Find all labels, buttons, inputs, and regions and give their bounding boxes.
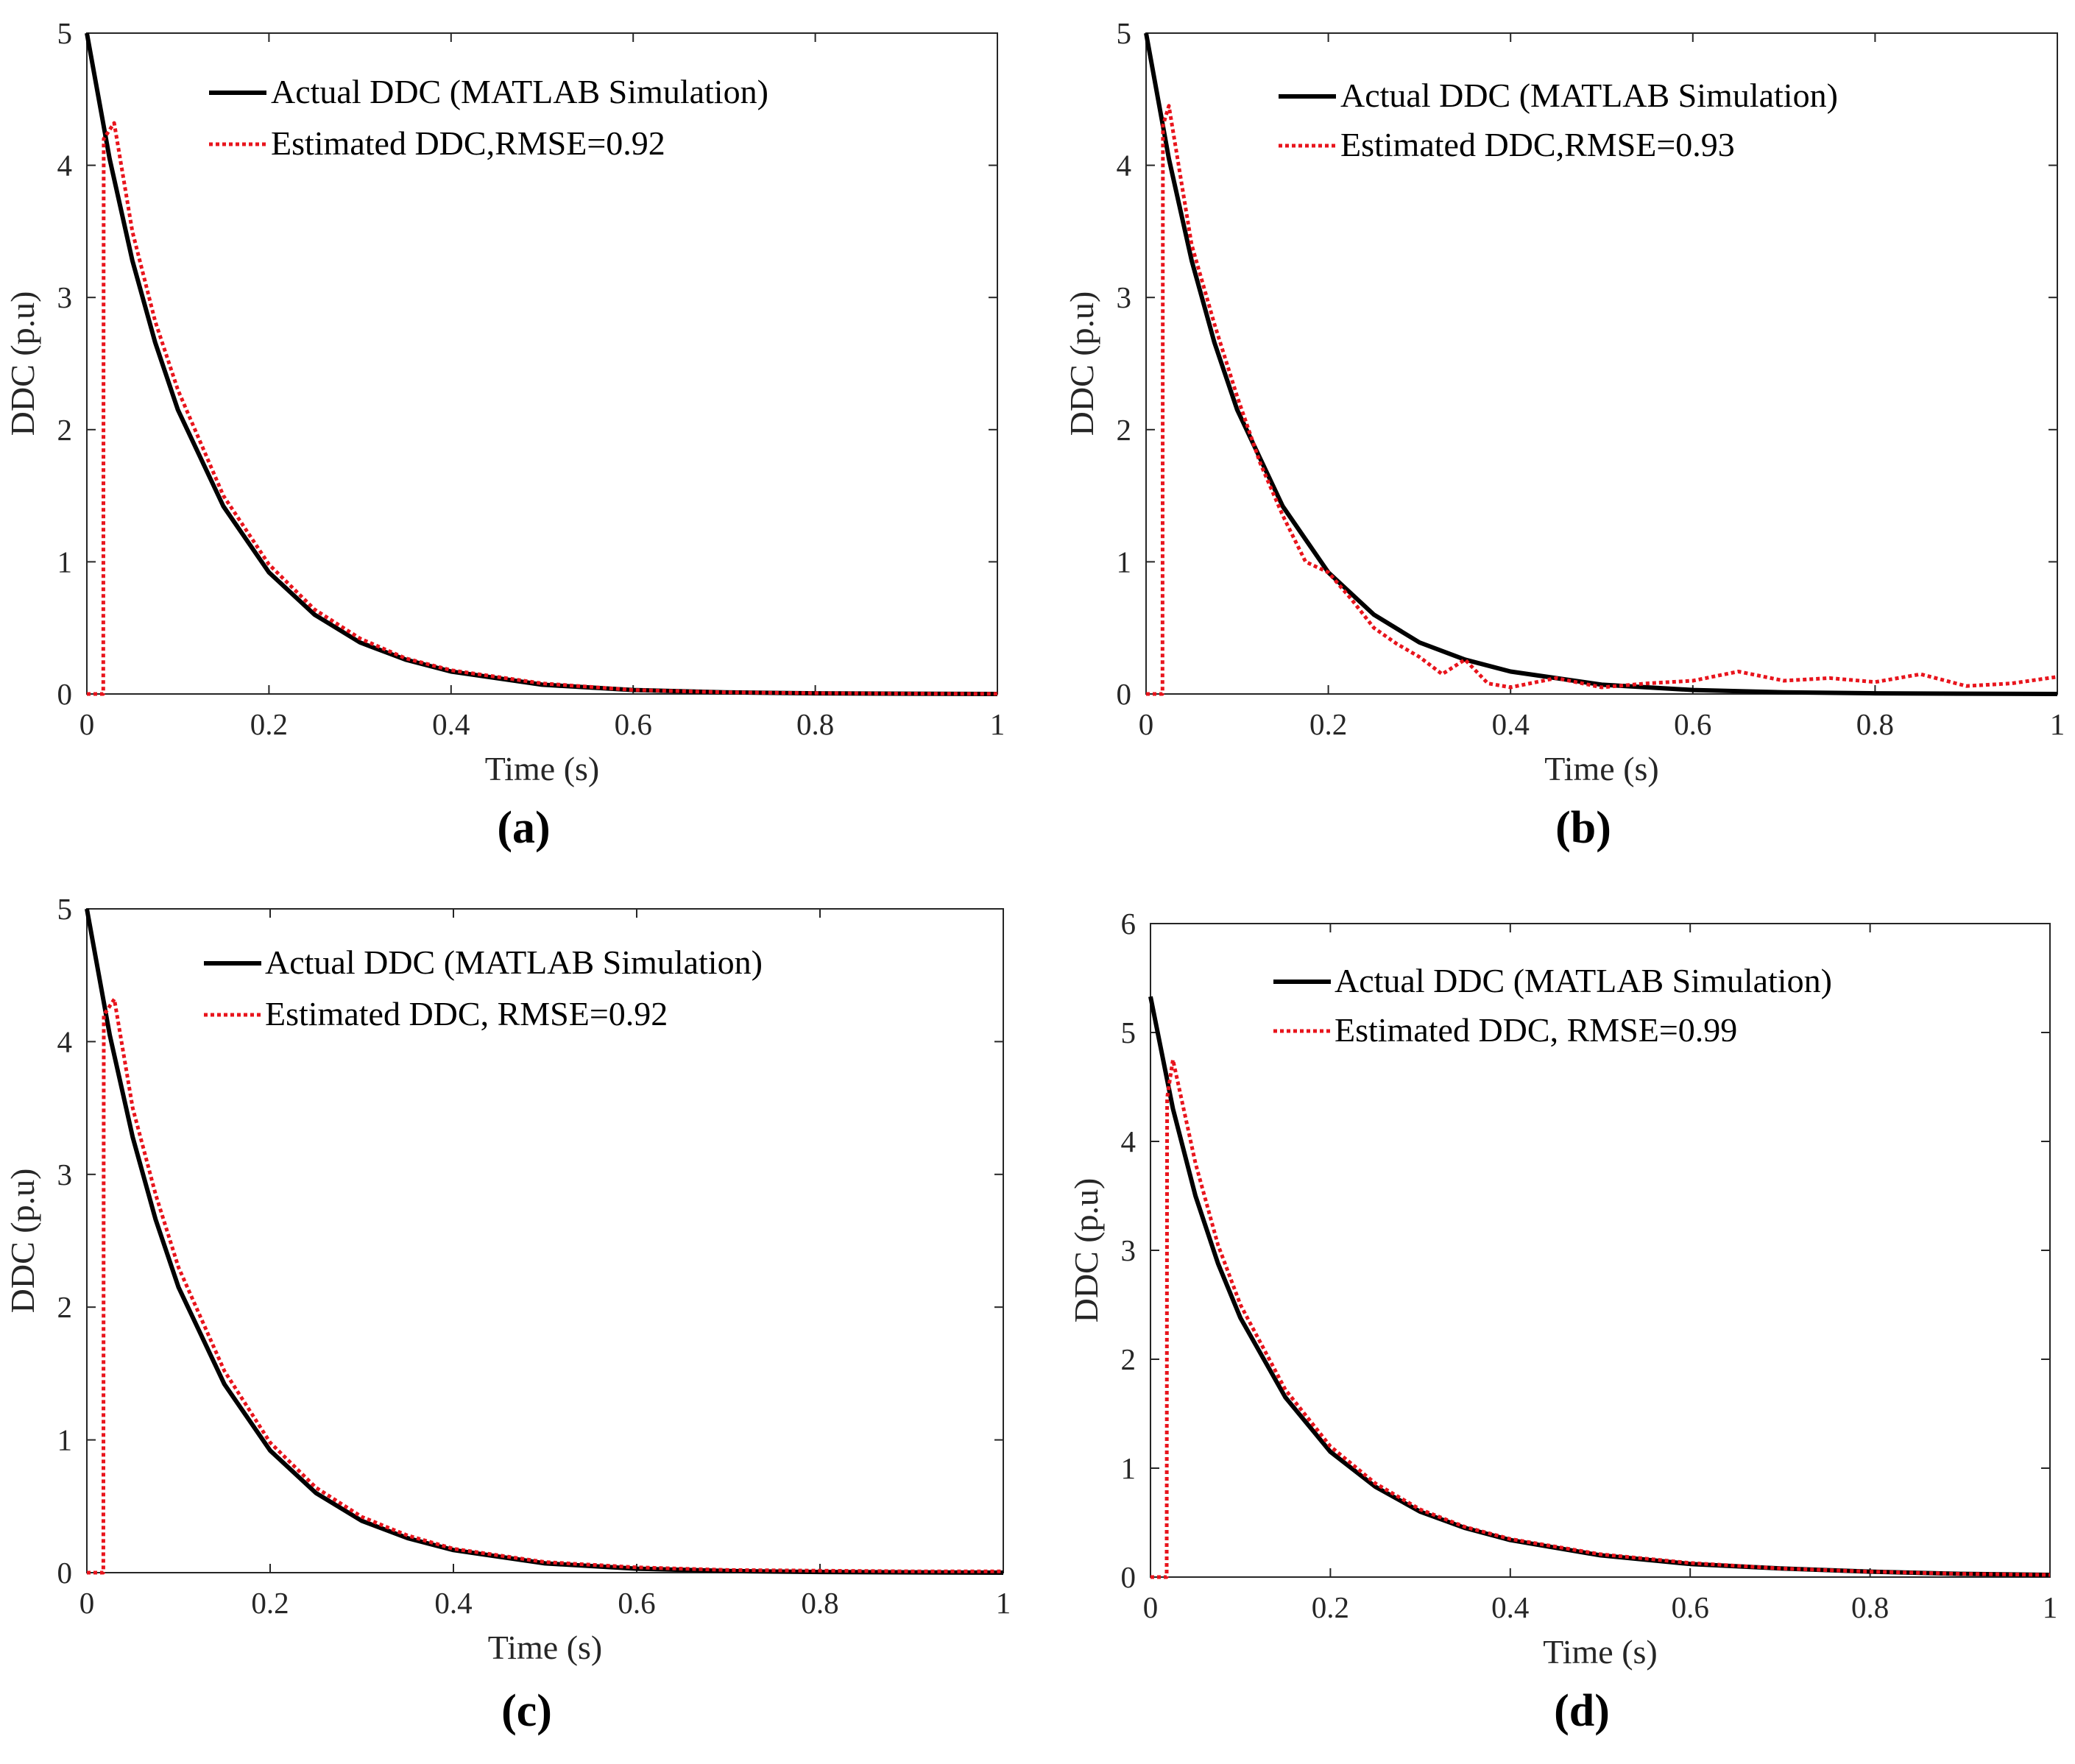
x-tick-label: 0.4 (1491, 1590, 1529, 1624)
legend-entry-estimated: Estimated DDC,RMSE=0.92 (271, 124, 665, 162)
y-tick-label: 3 (1121, 1233, 1137, 1267)
chart-panel-d: 0 0.2 0.4 0.6 0.8 1 0 1 2 3 4 5 6 Time (s) DDC (p.u) Ac… (1067, 907, 2057, 1736)
y-tick-label: 2 (1117, 413, 1132, 447)
x-tick-label: 0.8 (796, 707, 834, 741)
x-tick-label: 0.4 (432, 707, 470, 741)
legend-entry-actual: Actual DDC (MATLAB Simulation) (1335, 962, 1832, 999)
x-tick-label: 0.6 (618, 1586, 655, 1620)
y-tick-label: 1 (57, 1423, 73, 1457)
plot-area-frame (1145, 32, 2058, 695)
y-tick-label: 5 (57, 16, 73, 50)
x-tick-label: 0.2 (251, 1586, 289, 1620)
actual-ddc-line (1144, 32, 2058, 696)
x-tick-label: 0 (79, 707, 95, 741)
panel-caption: (c) (501, 1686, 552, 1736)
x-tick-label: 0.6 (1672, 1590, 1709, 1624)
x-axis-label: Time (s) (1543, 1633, 1658, 1671)
x-tick-label: 1 (2043, 1590, 2058, 1624)
chart-panel-b: 0 0.2 0.4 0.6 0.8 1 0 1 2 3 4 5 Time (s) DDC (p.u) Act… (1063, 16, 2065, 853)
estimated-ddc-line (1146, 104, 2058, 696)
y-tick-label: 1 (1121, 1451, 1137, 1485)
y-tick-label: 4 (57, 149, 73, 183)
actual-ddc-line (1148, 996, 2051, 1577)
x-tick-label: 0.2 (250, 707, 288, 741)
y-tick-label: 1 (1117, 545, 1132, 578)
y-tick-label: 4 (57, 1024, 73, 1058)
y-tick-label: 4 (1121, 1124, 1137, 1158)
legend-entry-estimated: Estimated DDC, RMSE=0.92 (265, 995, 668, 1032)
plot-area-frame (86, 32, 998, 695)
y-tick-label: 3 (57, 280, 73, 314)
y-axis-label: DDC (p.u) (1067, 1178, 1105, 1323)
legend-entry-estimated: Estimated DDC, RMSE=0.99 (1335, 1011, 1737, 1049)
x-tick-label: 0.4 (1492, 707, 1530, 741)
x-tick-label: 0.2 (1309, 707, 1347, 741)
y-tick-label: 0 (57, 677, 73, 711)
y-tick-label: 5 (57, 892, 73, 926)
y-tick-label: 4 (1117, 149, 1132, 183)
y-tick-label: 0 (1117, 677, 1132, 711)
legend-entry-estimated: Estimated DDC,RMSE=0.93 (1340, 126, 1735, 163)
x-tick-label: 0.4 (434, 1586, 472, 1620)
estimated-ddc-line (1150, 1058, 2051, 1579)
x-tick-label: 1 (990, 707, 1005, 741)
y-tick-label: 1 (57, 545, 73, 578)
panel-caption: (a) (497, 803, 550, 853)
estimated-ddc-line (87, 997, 1003, 1575)
x-tick-label: 0 (1139, 707, 1154, 741)
x-tick-label: 1 (2050, 707, 2065, 741)
legend-entry-actual: Actual DDC (MATLAB Simulation) (1340, 77, 1838, 114)
y-axis-label: DDC (p.u) (4, 291, 41, 436)
x-tick-label: 0.6 (1674, 707, 1711, 741)
x-tick-label: 0.2 (1312, 1590, 1349, 1624)
actual-ddc-line (85, 32, 998, 696)
plot-area-frame (86, 908, 1004, 1573)
y-axis-label: DDC (p.u) (1063, 291, 1100, 436)
chart-panel-c: 0 0.2 0.4 0.6 0.8 1 0 1 2 3 4 5 Time (s) DDC (p.u) Act… (4, 892, 1011, 1736)
x-axis-label: Time (s) (485, 750, 600, 787)
x-tick-label: 0.8 (1856, 707, 1894, 741)
y-tick-label: 3 (57, 1158, 73, 1191)
y-tick-label: 0 (57, 1556, 73, 1590)
x-tick-label: 0 (79, 1586, 95, 1620)
x-tick-label: 1 (996, 1586, 1011, 1620)
chart-panel-a: 0 0.2 0.4 0.6 0.8 1 0 1 2 3 4 5 Time (s) DDC (p.u) Act… (4, 16, 1005, 853)
y-tick-label: 0 (1121, 1560, 1137, 1594)
x-tick-label: 0 (1143, 1590, 1159, 1624)
y-tick-label: 5 (1117, 16, 1132, 50)
y-axis-label: DDC (p.u) (4, 1169, 41, 1314)
y-tick-label: 6 (1121, 907, 1137, 941)
estimated-ddc-line (87, 121, 998, 696)
y-tick-label: 5 (1121, 1016, 1137, 1049)
y-tick-label: 3 (1117, 280, 1132, 314)
y-tick-label: 2 (1121, 1342, 1137, 1376)
x-axis-label: Time (s) (1544, 750, 1659, 787)
x-tick-label: 0.8 (1851, 1590, 1889, 1624)
x-tick-label: 0.6 (615, 707, 652, 741)
legend-entry-actual: Actual DDC (MATLAB Simulation) (265, 943, 763, 981)
legend-entry-actual: Actual DDC (MATLAB Simulation) (271, 73, 768, 110)
x-axis-label: Time (s) (488, 1629, 603, 1666)
y-tick-label: 2 (57, 1290, 73, 1324)
panel-caption: (b) (1555, 803, 1611, 853)
y-tick-label: 2 (57, 413, 73, 447)
x-tick-label: 0.8 (801, 1586, 838, 1620)
panel-caption: (d) (1554, 1686, 1610, 1736)
